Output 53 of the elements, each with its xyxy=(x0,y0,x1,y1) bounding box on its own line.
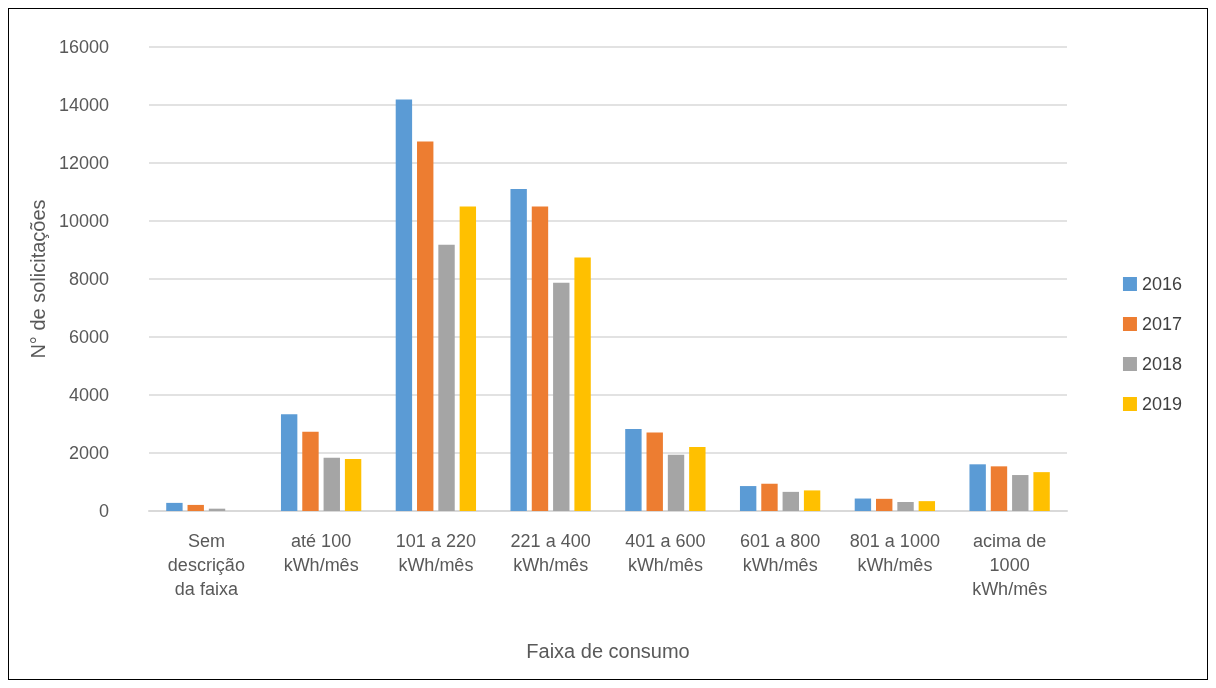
x-tick-label: até 100 kWh/mês xyxy=(283,531,359,575)
bar xyxy=(417,141,434,511)
bar xyxy=(344,459,362,511)
legend-label: 2017 xyxy=(1141,314,1182,334)
bar xyxy=(1012,475,1029,511)
bar xyxy=(166,502,183,511)
bar xyxy=(782,491,799,511)
bar xyxy=(689,446,706,511)
bar xyxy=(280,414,298,511)
bar xyxy=(761,483,778,511)
bar xyxy=(876,498,893,511)
y-tick-label: 12000 xyxy=(58,153,109,173)
y-tick-label: 16000 xyxy=(58,37,109,57)
bar xyxy=(625,428,642,511)
bar xyxy=(510,189,527,511)
y-axis-title: N° de solicitações xyxy=(27,199,50,359)
legend-label: 2016 xyxy=(1141,274,1182,294)
y-tick-label: 14000 xyxy=(58,95,109,115)
y-tick-label: 4000 xyxy=(68,385,109,405)
bar xyxy=(531,206,549,511)
bar xyxy=(854,498,872,511)
y-tick-label: 2000 xyxy=(68,443,109,463)
legend-label: 2019 xyxy=(1141,394,1182,414)
bar xyxy=(302,431,319,511)
bar xyxy=(574,257,591,511)
bar xyxy=(969,464,986,511)
bar xyxy=(803,490,821,511)
bar xyxy=(438,244,455,511)
y-tick-label: 0 xyxy=(98,501,109,521)
x-tick-label: acima de 1000 kWh/mês xyxy=(972,531,1048,599)
bar xyxy=(739,486,757,511)
bar xyxy=(1033,472,1050,511)
bar xyxy=(187,504,204,511)
bar xyxy=(459,206,477,511)
y-tick-label: 6000 xyxy=(68,327,109,347)
bar xyxy=(897,502,914,511)
x-tick-label: 101 a 220 kWh/mês xyxy=(395,531,476,575)
x-tick-label: 221 a 400 kWh/mês xyxy=(510,531,591,575)
y-tick-label: 10000 xyxy=(58,211,109,231)
bar xyxy=(646,432,663,511)
x-tick-label: Sem descrição da faixa xyxy=(167,531,245,599)
bar xyxy=(990,466,1008,511)
x-tick-label: 401 a 600 kWh/mês xyxy=(625,531,706,575)
x-axis-title: Faixa de consumo xyxy=(526,640,690,662)
bar xyxy=(553,282,570,511)
bar xyxy=(667,454,685,511)
bar xyxy=(918,501,936,511)
x-tick-label: 801 a 1000 kWh/mês xyxy=(849,531,940,575)
y-tick-label: 8000 xyxy=(68,269,109,289)
legend-label: 2018 xyxy=(1141,354,1182,374)
bar xyxy=(395,99,413,511)
x-tick-label: 601 a 800 kWh/mês xyxy=(740,531,821,575)
bar xyxy=(323,457,340,511)
